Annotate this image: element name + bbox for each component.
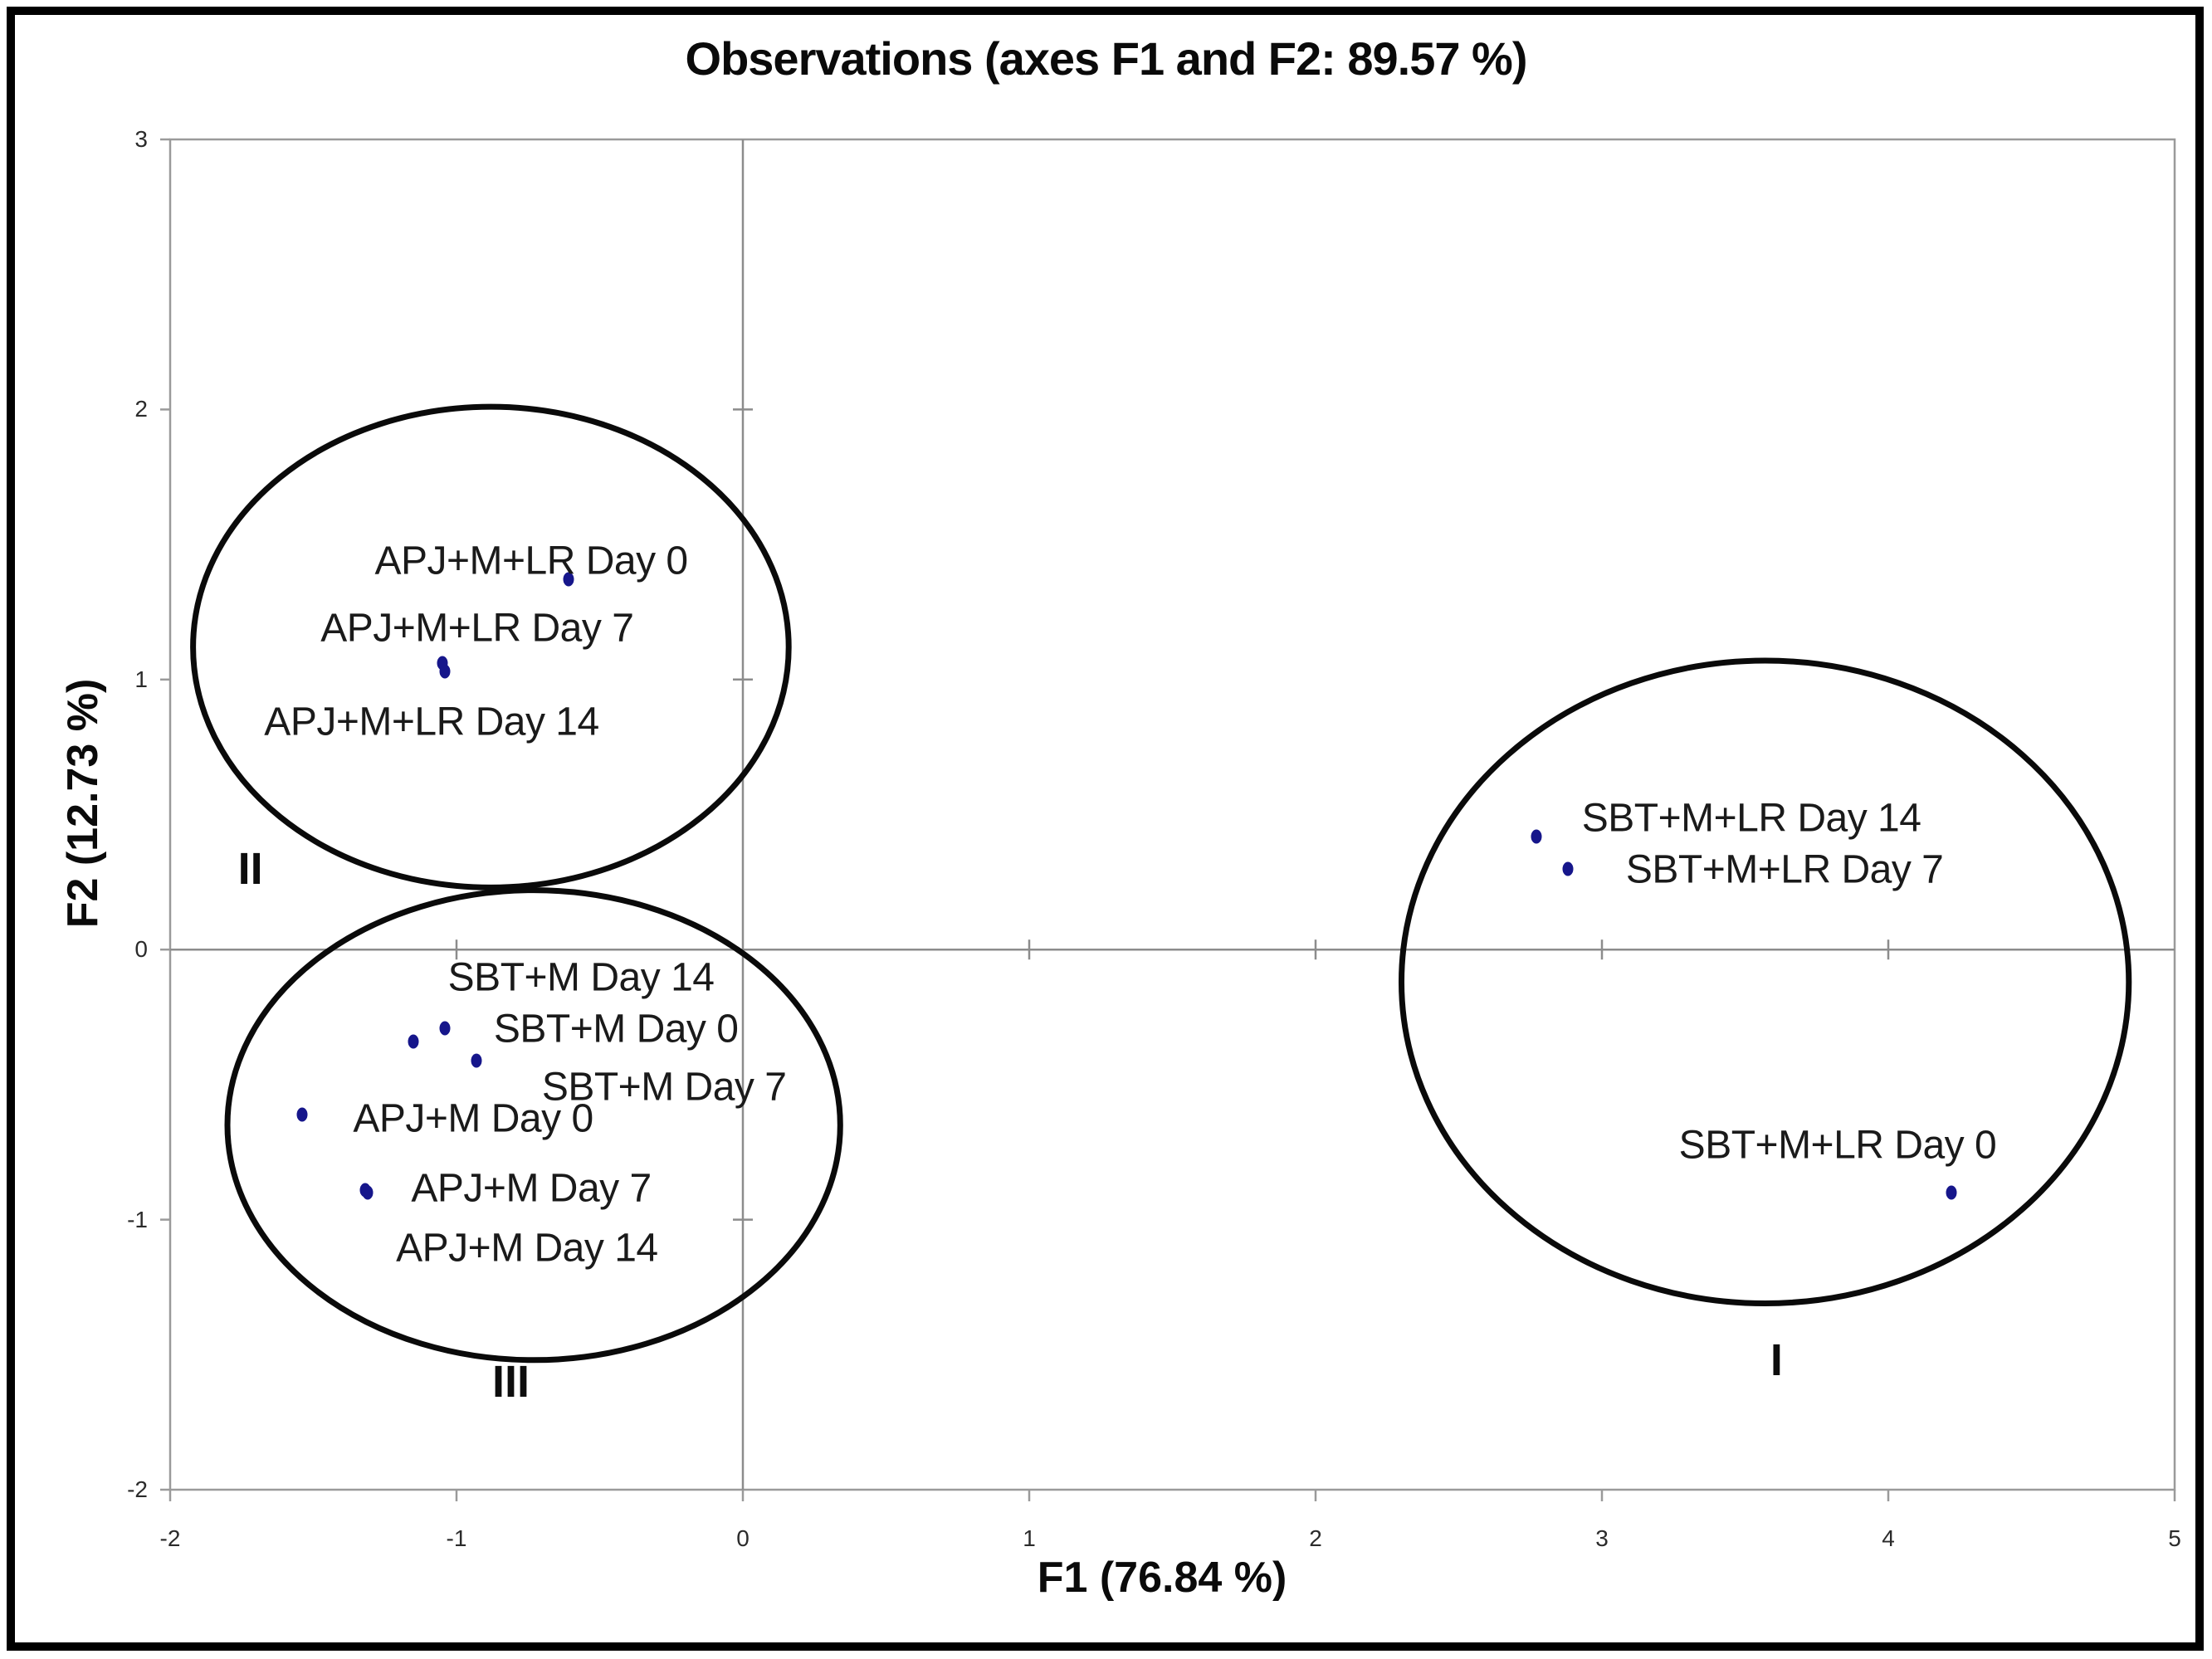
y-tick-label: -2	[127, 1476, 148, 1502]
point-label: APJ+M+LR Day 14	[264, 700, 599, 744]
y-tick-label: 0	[134, 936, 148, 963]
data-point	[1562, 861, 1574, 876]
point-label: SBT+M+LR Day 7	[1625, 847, 1944, 892]
cluster-label-II: II	[237, 843, 263, 894]
point-label: APJ+M Day 7	[411, 1166, 652, 1211]
cluster-ellipse-II	[190, 403, 792, 890]
chart-title: Observations (axes F1 and F2: 89.57 %)	[685, 32, 1528, 85]
x-tick-label: 5	[2168, 1525, 2181, 1551]
cluster-label-III: III	[492, 1356, 530, 1407]
x-axis-title: F1 (76.84 %)	[1037, 1554, 1287, 1602]
data-point	[1946, 1185, 1957, 1200]
data-point	[296, 1107, 308, 1122]
data-point	[408, 1034, 419, 1049]
data-point	[439, 664, 451, 679]
cluster-label-I: I	[1770, 1335, 1783, 1385]
plot-frame	[168, 138, 2176, 1491]
point-label: SBT+M+LR Day 14	[1581, 796, 1921, 841]
data-point	[563, 572, 574, 587]
x-tick-label: 4	[1882, 1525, 1895, 1551]
x-tick-label: 2	[1309, 1525, 1322, 1551]
data-point	[439, 1021, 451, 1036]
cluster-ellipse-I	[1398, 657, 2132, 1306]
data-point	[471, 1053, 482, 1068]
point-label: APJ+M Day 14	[396, 1226, 658, 1271]
data-point	[1531, 829, 1542, 844]
x-tick-label: -1	[446, 1525, 467, 1551]
x-tick-label: -2	[159, 1525, 181, 1551]
x-tick-label: 0	[736, 1525, 750, 1551]
point-label: SBT+M Day 0	[493, 1007, 739, 1052]
y-tick-label: 3	[134, 126, 148, 152]
x-tick-label: 3	[1595, 1525, 1609, 1551]
point-label: APJ+M+LR Day 7	[320, 606, 634, 651]
point-label: SBT+M Day 14	[447, 955, 715, 1000]
y-tick-label: -1	[127, 1206, 148, 1232]
point-label: APJ+M Day 0	[353, 1096, 593, 1141]
x-tick-label: 1	[1023, 1525, 1036, 1551]
y-tick-label: 2	[134, 396, 148, 422]
y-tick-label: 1	[134, 666, 148, 692]
point-label: SBT+M Day 7	[541, 1065, 787, 1110]
data-point	[362, 1185, 374, 1200]
point-label: APJ+M+LR Day 0	[374, 539, 688, 583]
point-label: SBT+M+LR Day 0	[1678, 1123, 1997, 1168]
cluster-ellipse-III	[224, 887, 843, 1364]
